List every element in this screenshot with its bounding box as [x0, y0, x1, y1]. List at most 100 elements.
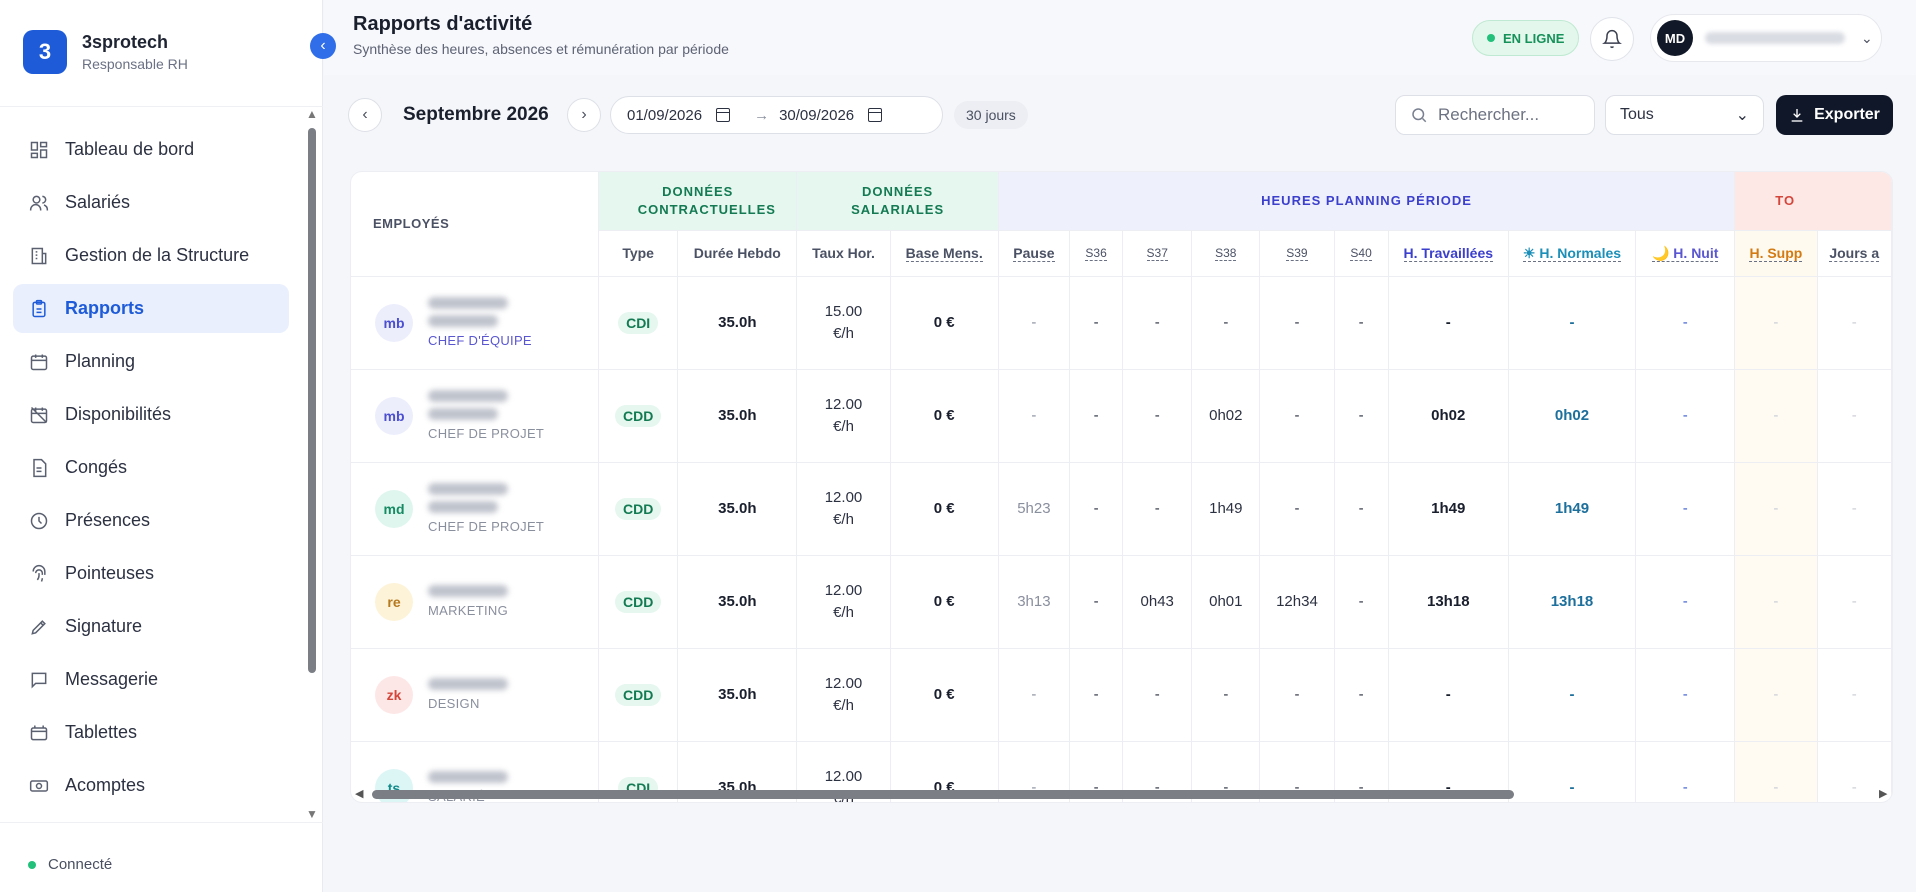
- column-header-travaillees[interactable]: H. Travaillées: [1388, 230, 1509, 277]
- cell-taux: 12.00€/h: [796, 369, 891, 463]
- cell-travaillees: -: [1388, 648, 1509, 742]
- cell-normales: 1h49: [1508, 462, 1637, 556]
- arrow-right-icon: →: [754, 106, 770, 124]
- sidebar-item-salaries[interactable]: Salariés: [13, 178, 289, 227]
- sidebar-item-acomptes[interactable]: Acomptes: [13, 761, 289, 810]
- table-horizontal-scrollbar[interactable]: ◀ ▶: [350, 784, 1893, 804]
- sidebar-item-label: Rapports: [65, 298, 145, 318]
- export-button[interactable]: Exporter: [1776, 95, 1893, 135]
- column-header-s38[interactable]: S38: [1191, 230, 1261, 277]
- sidebar-scroll-thumb[interactable]: [308, 128, 316, 673]
- calendar-icon: [28, 351, 50, 373]
- sidebar-item-gestion-de-la-structure[interactable]: Gestion de la Structure: [13, 231, 289, 280]
- cell-duree: 35.0h: [677, 369, 798, 463]
- sidebar-item-tableau-de-bord[interactable]: Tableau de bord: [13, 125, 289, 174]
- column-header-supp[interactable]: H. Supp: [1734, 230, 1818, 277]
- previous-period-button[interactable]: ‹: [348, 98, 382, 132]
- table-row[interactable]: md CHEF DE PROJET CDD 35.0h 12.00 €/h 0 €5h23-…: [351, 462, 1892, 556]
- filter-select[interactable]: Tous ⌄: [1605, 95, 1764, 135]
- cell-s39: -: [1259, 276, 1335, 370]
- sidebar-item-rapports[interactable]: Rapports: [13, 284, 289, 333]
- scroll-right-arrow-icon[interactable]: ▶: [1879, 788, 1888, 800]
- column-header-taux[interactable]: Taux Hor.: [796, 230, 891, 277]
- cell-normales: -: [1508, 276, 1637, 370]
- column-header-normales[interactable]: ☀ H. Normales: [1508, 230, 1637, 277]
- cell-s37: -: [1122, 276, 1193, 370]
- employee-name-redacted: [428, 585, 508, 597]
- sidebar-item-tablettes[interactable]: Tablettes: [13, 708, 289, 757]
- cell-normales: 0h02: [1508, 369, 1637, 463]
- cell-travaillees: 1h49: [1388, 462, 1509, 556]
- employee-name-redacted: [428, 771, 508, 783]
- cell-nuit: -: [1635, 555, 1736, 649]
- cell-base: 0 €: [890, 462, 999, 556]
- user-menu[interactable]: MD ⌄: [1650, 14, 1882, 62]
- cell-normales: 13h18: [1508, 555, 1637, 649]
- cell-supp: -: [1734, 648, 1818, 742]
- column-header-duree[interactable]: Durée Hebdo: [677, 230, 798, 277]
- brand[interactable]: 3 3sprotech Responsable RH: [23, 30, 188, 74]
- sidebar-item-messagerie[interactable]: Messagerie: [13, 655, 289, 704]
- column-header-base[interactable]: Base Mens.: [890, 230, 999, 277]
- employee-cell[interactable]: mb CHEF D'ÉQUIPE: [351, 276, 600, 370]
- sidebar: 3 3sprotech Responsable RH Tableau de bo…: [0, 0, 323, 892]
- sidebar-item-signature[interactable]: Signature: [13, 602, 289, 651]
- sidebar-item-label: Tableau de bord: [65, 139, 195, 159]
- column-header-s36[interactable]: S36: [1069, 230, 1124, 277]
- sidebar-item-label: Acomptes: [65, 775, 146, 795]
- column-header-pause[interactable]: Pause: [998, 230, 1071, 277]
- column-header-jours[interactable]: Jours a: [1817, 230, 1892, 277]
- date-range-picker[interactable]: 01/09/2026 → 30/09/2026: [610, 96, 943, 134]
- sidebar-item-conges[interactable]: Congés: [13, 443, 289, 492]
- sidebar-divider: [0, 106, 323, 107]
- sidebar-scrollbar[interactable]: ▲ ▼: [306, 108, 318, 824]
- group-header-salary: DONNÉES SALARIALES: [796, 172, 999, 231]
- search-field[interactable]: [1395, 95, 1595, 135]
- column-header-type[interactable]: Type: [598, 230, 679, 277]
- employee-role: CHEF DE PROJET: [428, 519, 545, 534]
- table-scroll-thumb[interactable]: [372, 790, 1514, 799]
- report-table: EMPLOYÉS DONNÉES CONTRACTUELLES DONNÉES …: [351, 172, 1892, 802]
- notifications-button[interactable]: [1590, 17, 1634, 61]
- sidebar-item-disponibilites[interactable]: Disponibilités: [13, 390, 289, 439]
- scroll-left-arrow-icon[interactable]: ◀: [355, 788, 364, 800]
- chevron-left-icon: ‹: [320, 37, 326, 54]
- collapse-sidebar-button[interactable]: ‹: [310, 33, 336, 59]
- next-period-button[interactable]: ›: [567, 98, 601, 132]
- column-header-s39[interactable]: S39: [1259, 230, 1335, 277]
- calendar-icon[interactable]: [868, 108, 883, 122]
- employee-cell[interactable]: md CHEF DE PROJET: [351, 462, 600, 556]
- search-input[interactable]: [1438, 105, 1578, 125]
- cell-type: CDD: [598, 369, 679, 463]
- cell-type: CDD: [598, 648, 679, 742]
- column-header-employees[interactable]: EMPLOYÉS: [351, 172, 600, 277]
- employee-cell[interactable]: zk DESIGN: [351, 648, 600, 742]
- date-from-input[interactable]: 01/09/2026: [627, 106, 703, 124]
- cell-jours: -: [1817, 276, 1892, 370]
- cell-supp: -: [1734, 276, 1818, 370]
- sidebar-item-planning[interactable]: Planning: [13, 337, 289, 386]
- scroll-up-arrow-icon[interactable]: ▲: [306, 107, 318, 121]
- cell-taux: 12.00€/h: [796, 462, 891, 556]
- column-header-s37[interactable]: S37: [1122, 230, 1193, 277]
- cell-s38: 0h02: [1191, 369, 1261, 463]
- column-header-nuit[interactable]: 🌙 H. Nuit: [1635, 230, 1736, 277]
- cell-travaillees: 0h02: [1388, 369, 1509, 463]
- date-to-input[interactable]: 30/09/2026: [779, 106, 855, 124]
- table-row[interactable]: mb CHEF D'ÉQUIPE CDI 35.0h 15.00 €/h 0 € - - - - - -…: [351, 276, 1892, 370]
- employee-name-redacted: [428, 678, 508, 690]
- cell-nuit: -: [1635, 369, 1736, 463]
- table-row[interactable]: re MARKETING CDD 35.0h 12.00 €/h 0 €3h13-0h43 0…: [351, 555, 1892, 649]
- column-header-s40[interactable]: S40: [1334, 230, 1389, 277]
- employee-role: DESIGN: [428, 696, 480, 711]
- scroll-down-arrow-icon[interactable]: ▼: [306, 807, 318, 821]
- employee-cell[interactable]: re MARKETING: [351, 555, 600, 649]
- cell-jours: -: [1817, 648, 1892, 742]
- calendar-icon[interactable]: [716, 108, 731, 122]
- employee-cell[interactable]: mb CHEF DE PROJET: [351, 369, 600, 463]
- table-row[interactable]: mb CHEF DE PROJET CDD 35.0h 12.00 €/h 0 € - - -0h…: [351, 369, 1892, 463]
- employee-role: CHEF D'ÉQUIPE: [428, 333, 532, 348]
- sidebar-item-pointeuses[interactable]: Pointeuses: [13, 549, 289, 598]
- table-row[interactable]: zk DESIGN CDD 35.0h 12.00 €/h 0 € - - - - - - - - - - -: [351, 648, 1892, 742]
- sidebar-item-presences[interactable]: Présences: [13, 496, 289, 545]
